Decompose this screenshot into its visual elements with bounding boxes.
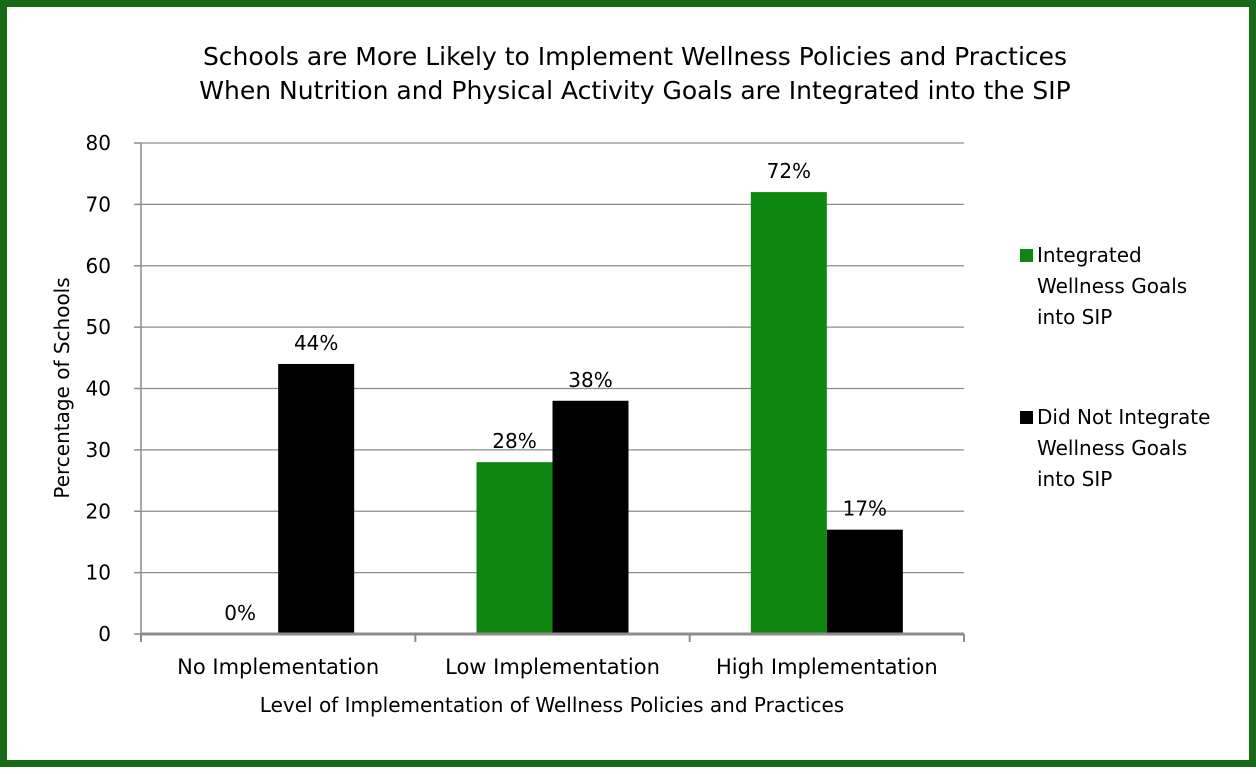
bars [278,192,903,634]
data-label: 28% [492,429,536,453]
x-category-label: No Implementation [177,655,379,679]
legend: Integrated Wellness Goals into SIP Did Not … [1020,243,1210,491]
axes: 0 10 20 30 40 50 60 70 80 No Implementation Low Im… [50,131,965,717]
data-label: 38% [568,368,612,392]
chart-title-line: When Nutrition and Physical Activity Goa… [199,76,1070,105]
x-axis-title: Level of Implementation of Wellness Poli… [260,693,844,717]
y-tick-label: 10 [86,561,111,585]
data-labels: 0% 44% 28% 38% 72% 17% [224,159,887,625]
y-tick-label: 60 [86,254,111,278]
y-tick-label: 30 [86,438,111,462]
legend-swatch [1020,249,1033,262]
y-axis-title: Percentage of Schools [50,277,74,498]
legend-label: into SIP [1037,467,1112,491]
bar [476,462,553,634]
bar [552,400,629,634]
bar [750,192,827,634]
x-category-label: High Implementation [716,655,938,679]
data-label: 17% [843,497,887,521]
data-label: 0% [224,601,256,625]
y-tick-label: 50 [86,315,111,339]
legend-label: Wellness Goals [1037,436,1187,460]
x-category-label: Low Implementation [445,655,660,679]
y-tick-label: 70 [86,192,111,216]
legend-label: Wellness Goals [1037,274,1187,298]
chart-title-line: Schools are More Likely to Implement Wel… [203,42,1067,71]
bar [826,529,903,634]
y-tick-label: 80 [86,131,111,155]
chart-title: Schools are More Likely to Implement Wel… [199,42,1070,105]
legend-label: Did Not Integrate [1037,405,1210,429]
data-label: 72% [767,159,811,183]
bar [278,363,355,634]
data-label: 44% [294,331,338,355]
y-tick-label: 20 [86,499,111,523]
y-tick-label: 0 [98,622,111,646]
bar-chart: Schools are More Likely to Implement Wel… [50,42,1210,717]
legend-label: Integrated [1037,243,1142,267]
legend-swatch [1020,411,1033,424]
legend-label: into SIP [1037,305,1112,329]
y-tick-label: 40 [86,377,111,401]
